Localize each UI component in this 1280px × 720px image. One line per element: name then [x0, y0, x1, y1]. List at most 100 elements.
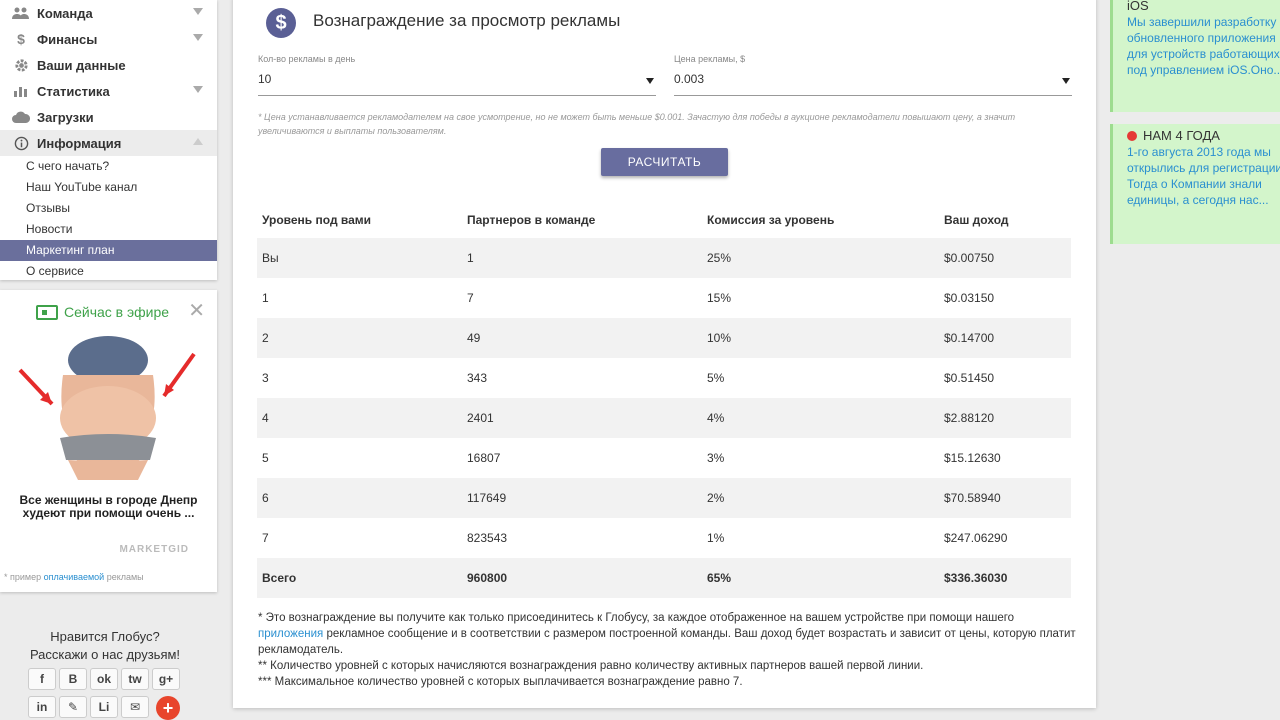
- cell-partners: 823543: [467, 531, 508, 545]
- cell-income: $247.06290: [944, 531, 1008, 545]
- alert-dot-icon: [1127, 131, 1137, 141]
- news-item[interactable]: НАМ 4 ГОДА 1-го августа 2013 года мы отк…: [1110, 124, 1280, 244]
- ad-note: * пример оплачиваемой рекламы: [4, 572, 144, 582]
- cell-level: Вы: [262, 251, 279, 265]
- share-line-2: Расскажи о нас друзьям!: [29, 647, 181, 662]
- cell-income: $0.51450: [944, 371, 995, 385]
- tv-icon: [36, 304, 58, 320]
- menu-item-your-data[interactable]: Ваши данные: [0, 52, 217, 78]
- news-title: НАМ 4 ГОДА: [1127, 128, 1280, 144]
- news-item[interactable]: iOS Мы завершили разработку обновленного…: [1110, 0, 1280, 112]
- chevron-up-icon: [193, 138, 203, 145]
- info-icon: [12, 135, 30, 151]
- twitter-icon[interactable]: tw: [121, 668, 149, 690]
- footnote-2: ** Количество уровней с которых начисляю…: [258, 660, 924, 672]
- close-icon[interactable]: ✕: [188, 300, 205, 322]
- table-row: 4 2401 4% $2.88120: [257, 398, 1071, 438]
- menu-item-statistics[interactable]: Статистика: [0, 78, 217, 104]
- footnote-1: * Это вознаграждение вы получите как тол…: [258, 610, 1078, 658]
- news-title: iOS: [1127, 0, 1280, 14]
- cell-commission: 4%: [707, 411, 725, 425]
- ad-note-suffix: рекламы: [104, 572, 144, 582]
- ad-price-value[interactable]: 0.003: [674, 70, 1072, 96]
- cell-commission: 5%: [707, 371, 725, 385]
- ad-price-value-text: 0.003: [674, 72, 705, 86]
- submenu-item-youtube[interactable]: Наш YouTube канал: [26, 180, 138, 194]
- cell-commission: 1%: [707, 531, 725, 545]
- dropdown-arrow-icon[interactable]: [1062, 78, 1070, 84]
- menu-item-label: Статистика: [37, 83, 110, 99]
- cell-total-income: $336.36030: [944, 571, 1008, 585]
- submenu-item-news[interactable]: Новости: [26, 222, 73, 236]
- live-now-label: Сейчас в эфире: [36, 304, 169, 320]
- vk-icon[interactable]: B: [59, 668, 87, 690]
- cell-partners: 343: [467, 371, 488, 385]
- app-link[interactable]: приложения: [258, 628, 324, 640]
- cell-partners: 1: [467, 251, 474, 265]
- linkedin-icon[interactable]: in: [28, 696, 56, 718]
- col-header-level: Уровень под вами: [262, 213, 372, 227]
- ad-brand: MARKETGID: [119, 544, 189, 555]
- ads-per-day-label: Кол-во рекламы в день: [258, 54, 356, 64]
- cell-commission: 25%: [707, 251, 732, 265]
- cell-income: $70.58940: [944, 491, 1001, 505]
- google-plus-icon[interactable]: g+: [152, 668, 180, 690]
- footnote-1-text-b: рекламное сообщение и в соответствии с р…: [258, 628, 1076, 656]
- ads-per-day-select[interactable]: Кол-во рекламы в день 10: [258, 54, 656, 96]
- odnoklassniki-icon[interactable]: ok: [90, 668, 118, 690]
- facebook-icon[interactable]: f: [28, 668, 56, 690]
- cell-partners: 117649: [467, 491, 507, 505]
- cell-income: $0.00750: [944, 251, 995, 265]
- cell-total-partners: 960800: [467, 571, 508, 585]
- table-header: Уровень под вами Партнеров в команде Ком…: [257, 202, 1071, 238]
- gear-icon: [12, 57, 30, 73]
- menu-item-finance[interactable]: $ Финансы: [0, 26, 217, 52]
- more-share-icon[interactable]: +: [156, 696, 180, 720]
- table-row: 2 49 10% $0.14700: [257, 318, 1071, 358]
- price-note: * Цена устанавливается рекламодателем на…: [258, 112, 1016, 136]
- news-text[interactable]: Мы завершили разработку обновленного при…: [1127, 15, 1280, 77]
- submenu-item-marketing-plan[interactable]: Маркетинг план: [0, 240, 217, 261]
- news-text[interactable]: 1-го августа 2013 года мы открылись для …: [1127, 145, 1280, 207]
- liveinternet-icon[interactable]: Li: [90, 696, 118, 718]
- footnote-3: *** Максимальное количество уровней с ко…: [258, 676, 743, 688]
- chevron-down-icon: [193, 8, 203, 15]
- cell-income: $15.12630: [944, 451, 1001, 465]
- dollar-icon: $: [17, 31, 25, 47]
- submenu-item-reviews[interactable]: Отзывы: [26, 201, 70, 215]
- submenu-item-about[interactable]: О сервисе: [26, 264, 84, 278]
- ad-image[interactable]: [18, 330, 198, 480]
- cell-partners: 7: [467, 291, 474, 305]
- chevron-down-icon: [193, 34, 203, 41]
- cell-commission: 2%: [707, 491, 725, 505]
- cell-income: $0.14700: [944, 331, 995, 345]
- col-header-income: Ваш доход: [944, 213, 1009, 227]
- ad-headline[interactable]: Все женщины в городе Днепр худеют при по…: [19, 493, 198, 520]
- page-title: Вознаграждение за просмотр рекламы: [313, 11, 621, 30]
- menu-item-team[interactable]: Команда: [0, 0, 217, 26]
- email-icon[interactable]: ✉: [121, 696, 149, 718]
- menu-item-label: Команда: [37, 5, 93, 21]
- ads-per-day-value[interactable]: 10: [258, 70, 656, 96]
- livejournal-icon[interactable]: ✎: [59, 696, 87, 718]
- paid-ads-link[interactable]: оплачиваемой: [43, 572, 105, 582]
- share-row-1: f B ok tw g+: [28, 668, 180, 690]
- ad-price-select[interactable]: Цена рекламы, $ 0.003: [674, 54, 1072, 96]
- cloud-icon: [12, 109, 30, 125]
- sidebar-menu: Команда $ Финансы Ваши данные Статистика…: [0, 0, 217, 280]
- ads-per-day-value-text: 10: [258, 72, 272, 86]
- live-now-text: Сейчас в эфире: [64, 304, 170, 320]
- footnote-1-text-a: * Это вознаграждение вы получите как тол…: [258, 612, 1015, 624]
- cell-income: $0.03150: [944, 291, 995, 305]
- cell-level: 4: [262, 411, 269, 425]
- table-row: 6 117649 2% $70.58940: [257, 478, 1071, 518]
- ad-price-label: Цена рекламы, $: [674, 54, 746, 64]
- calculate-button[interactable]: РАСЧИТАТЬ: [601, 148, 728, 176]
- cell-partners: 2401: [467, 411, 494, 425]
- dropdown-arrow-icon[interactable]: [646, 78, 654, 84]
- table-row: 1 7 15% $0.03150: [257, 278, 1071, 318]
- submenu-item-getting-started[interactable]: С чего начать?: [26, 159, 110, 173]
- menu-item-downloads[interactable]: Загрузки: [0, 104, 217, 130]
- cell-income: $2.88120: [944, 411, 995, 425]
- menu-item-info[interactable]: Информация: [0, 130, 217, 156]
